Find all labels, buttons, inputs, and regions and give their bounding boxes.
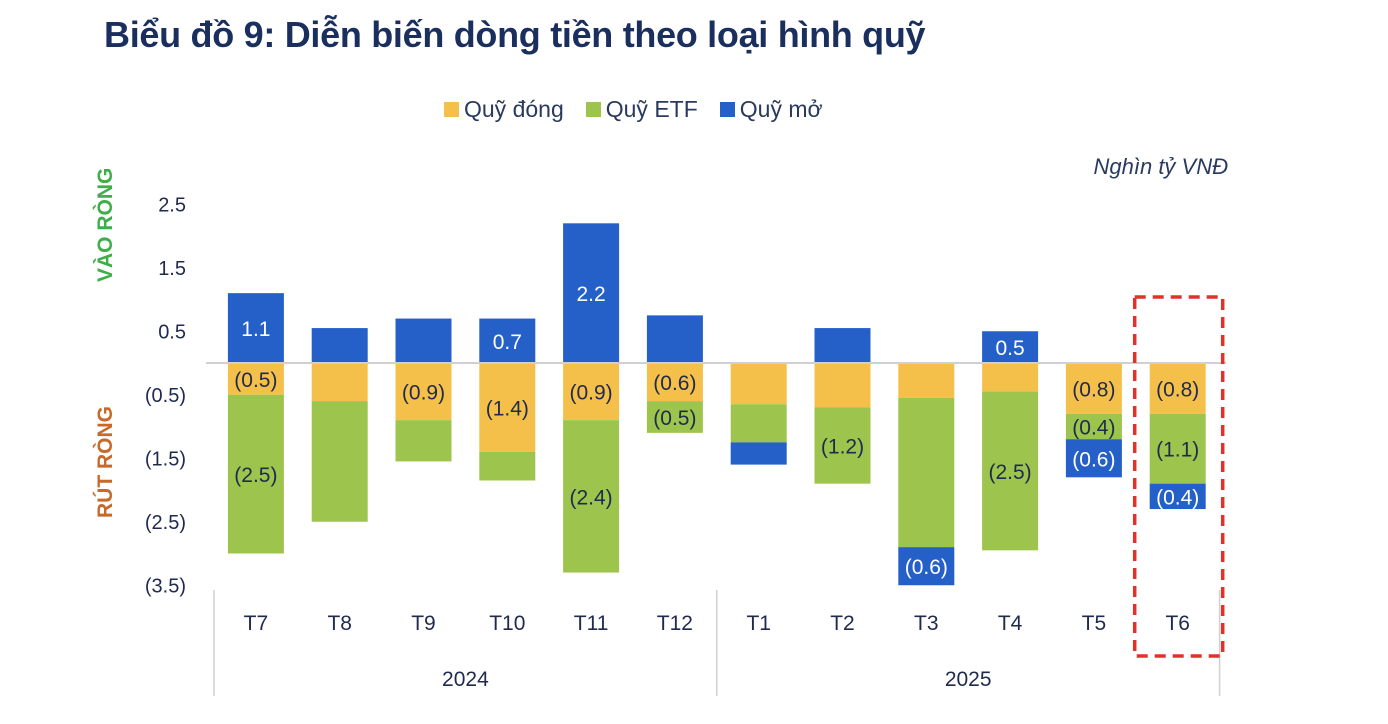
y-tick-label: 1.5 [158,258,186,280]
x-tick-label: T6 [1165,612,1190,635]
bar-segment [395,420,452,462]
unit-label: Nghìn tỷ VNĐ [1093,154,1229,179]
data-label: (0.6) [653,372,696,395]
legend-swatch-open-fund [719,102,735,117]
x-tick-label: T4 [998,612,1023,635]
data-label: (0.4) [1072,417,1115,440]
data-label: (1.1) [1156,439,1199,462]
data-label: (0.6) [1072,448,1115,471]
bar-segment [311,328,368,363]
bar-segment [563,420,620,573]
bar-segment [730,442,787,465]
x-tick-label: T1 [746,612,771,635]
bar-segment [982,363,1039,392]
data-label: (2.4) [570,486,613,509]
x-tick-label: T9 [411,612,436,635]
legend-item-closed-fund: Quỹ đóng [444,96,564,123]
y-tick-label: 0.5 [158,321,186,343]
bar-segment [227,293,284,363]
bar-segment [1149,413,1206,484]
y-tick-label: (0.5) [145,385,186,407]
bar-segment [563,363,620,421]
bar-segment [814,363,871,408]
legend-label: Quỹ ETF [605,96,698,122]
bar-segment [479,318,536,363]
bar-segment [1149,363,1206,414]
bar-segment [479,363,536,452]
x-tick-label: T2 [830,612,855,635]
x-tick-label: T8 [327,612,352,635]
y-tick-label: (2.5) [145,512,186,534]
legend-swatch-closed-fund [444,102,459,117]
legend-item-open-fund: Quỹ mở [719,96,823,123]
x-tick-label: T7 [244,612,269,635]
bar-segment [1149,483,1206,510]
x-tick-label: T3 [914,612,939,635]
bar-segment [982,331,1039,363]
data-label: (2.5) [234,464,277,487]
bar-segment [227,394,284,554]
bar-segment [563,223,620,363]
x-group-label: 2024 [442,668,489,691]
data-labels-layer: (0.5) (2.5) 1.1 (0.9) (1.4) 0.7 (0.9) (2.4) 2.2 (… [234,283,1225,658]
bar-segment [730,404,787,443]
bar-segment [898,397,955,548]
bar-segment [1065,413,1122,440]
data-label: (1.4) [486,397,529,420]
bars-layer [227,223,1206,586]
bar-segment [227,363,284,395]
highlight-box [1132,295,1225,658]
axis-layer: 2.5 1.5 0.5 (0.5) (1.5) (2.5) (3.5) T7 T8 T9 T10 T1… [145,194,1226,696]
legend-label: Quỹ đóng [464,96,564,122]
bar-segment [395,318,452,363]
bar-segment [898,363,955,398]
legend-swatch-etf-fund [585,102,601,117]
data-label: (0.8) [1156,378,1199,401]
bar-segment [311,363,368,402]
x-group-label: 2025 [945,668,992,691]
bar-segment [646,401,703,433]
x-tick-label: T11 [574,612,609,635]
data-label: 0.5 [995,337,1024,360]
data-label: (0.9) [402,382,445,405]
legend-item-etf-fund: Quỹ ETF [585,96,698,123]
x-tick-label: T10 [489,612,525,635]
data-label: (0.9) [570,382,613,405]
bar-segment [311,401,368,522]
data-label: 1.1 [241,318,270,341]
y-tick-label: 2.5 [158,194,186,216]
data-label: (0.5) [653,407,696,430]
legend: Quỹ đóng Quỹ ETF Quỹ mở [444,96,823,123]
data-label: (0.4) [1156,486,1199,509]
data-label: (1.2) [821,436,864,459]
data-label: 0.7 [493,331,522,354]
bar-segment [898,547,955,586]
y-tick-label: (3.5) [145,575,186,597]
data-label: 2.2 [576,283,605,306]
data-label: (0.6) [905,556,948,579]
bar-segment [982,391,1039,551]
legend-label: Quỹ mở [739,96,823,122]
bar-segment [646,363,703,402]
bar-segment [814,407,871,484]
bar-segment [1065,363,1122,414]
x-tick-label: T12 [657,612,693,635]
bar-segment [646,315,703,363]
chart-title: Biểu đồ 9: Diễn biến dòng tiền theo loại… [104,14,926,55]
bar-segment [814,328,871,363]
bar-segment [730,363,787,405]
data-label: (2.5) [989,461,1032,484]
bar-segment [479,451,536,481]
data-label: (0.8) [1072,378,1115,401]
data-label: (0.5) [234,369,277,392]
y-tick-label: (1.5) [145,448,186,470]
bar-segment [1065,439,1122,478]
bar-segment [395,363,452,421]
x-tick-label: T5 [1082,612,1107,635]
